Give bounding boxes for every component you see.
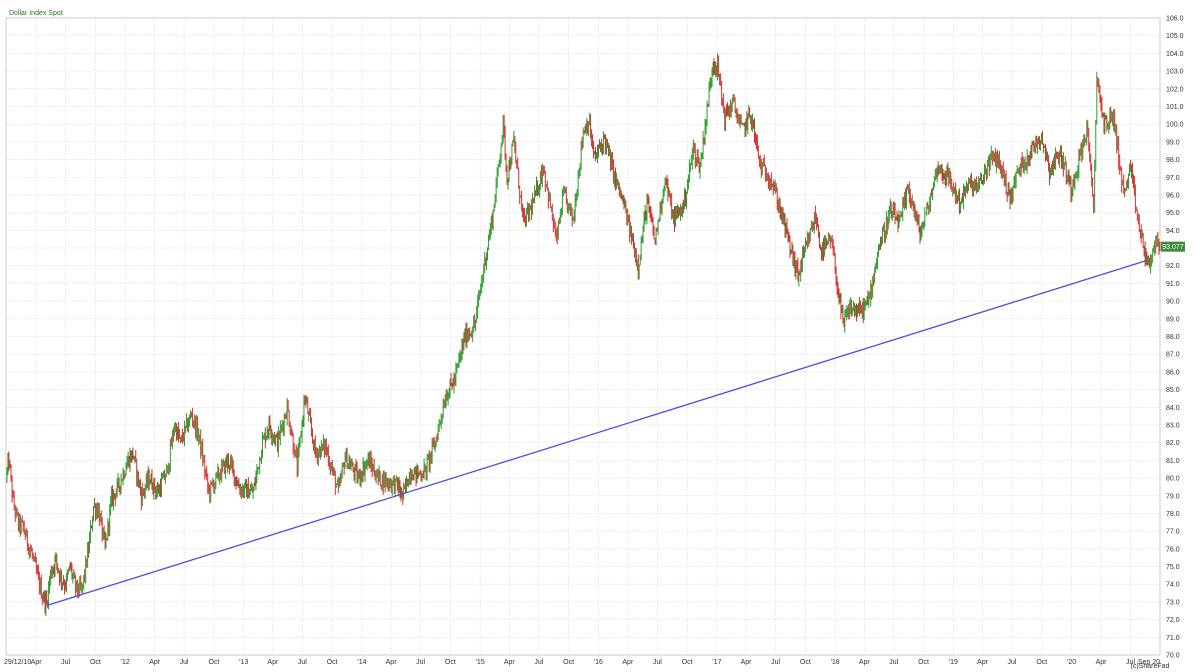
x-tick-label: Apr	[622, 659, 634, 666]
y-tick-label: 100.0	[1166, 122, 1184, 129]
y-tick-label: 98.0	[1166, 157, 1180, 164]
x-tick-label: Oct	[1036, 659, 1047, 666]
y-tick-label: 77.0	[1166, 529, 1180, 536]
trendline-layer	[46, 259, 1147, 607]
y-tick-label: 70.0	[1166, 653, 1180, 660]
x-tick-label: Apr	[1096, 659, 1108, 666]
x-tick-label: Jul	[416, 659, 425, 666]
y-tick-label: 87.0	[1166, 352, 1180, 359]
y-tick-label: 84.0	[1166, 405, 1180, 412]
x-tick-label: Apr	[149, 659, 161, 666]
y-tick-label: 88.0	[1166, 334, 1180, 341]
chart-credit: (c)ShareFad	[1131, 663, 1170, 670]
y-tick-label: 105.0	[1166, 33, 1184, 40]
y-tick-label: 101.0	[1166, 104, 1184, 111]
x-tick-label: Oct	[208, 659, 219, 666]
x-tick-label: Oct	[90, 659, 101, 666]
chart-title: Dollar Index Spot	[9, 10, 63, 17]
y-tick-label: 95.0	[1166, 210, 1180, 217]
y-tick-label: 103.0	[1166, 69, 1184, 76]
y-tick-label: 99.0	[1166, 139, 1180, 146]
x-tick-label: '14	[357, 659, 366, 666]
y-tick-label: 76.0	[1166, 546, 1180, 553]
y-tick-label: 102.0	[1166, 86, 1184, 93]
price-layer	[6, 53, 1161, 616]
x-tick-label: Apr	[386, 659, 398, 666]
x-tick-label: '18	[831, 659, 840, 666]
x-tick-label: '12	[121, 659, 130, 666]
grid-layer	[5, 17, 1161, 656]
y-tick-label: 75.0	[1166, 564, 1180, 571]
x-tick-label: '17	[712, 659, 721, 666]
x-tick-label: Apr	[267, 659, 279, 666]
y-tick-label: 104.0	[1166, 51, 1184, 58]
x-tick-label: Jul	[298, 659, 307, 666]
y-tick-label: 81.0	[1166, 458, 1180, 465]
y-tick-label: 94.0	[1166, 228, 1180, 235]
axis-layer: 70.0 71.0 72.0 73.0 74.0 75.0 76.0 77.0 78.0 79.0…	[4, 16, 1185, 666]
x-tick-label: Oct	[918, 659, 929, 666]
x-tick-label: Jul	[1008, 659, 1017, 666]
x-tick-label: Jul	[180, 659, 189, 666]
y-tick-label: 78.0	[1166, 511, 1180, 518]
y-tick-label: 79.0	[1166, 493, 1180, 500]
x-tick-label: Apr	[741, 659, 753, 666]
x-tick-label: Oct	[563, 659, 574, 666]
x-tick-label: Oct	[445, 659, 456, 666]
x-tick-label: Apr	[504, 659, 516, 666]
y-tick-label: 89.0	[1166, 316, 1180, 323]
x-tick-label: '15	[476, 659, 485, 666]
x-tick-label: Jul	[534, 659, 543, 666]
x-tick-label: Apr	[859, 659, 871, 666]
x-tick-label: '16	[594, 659, 603, 666]
x-tick-label: '19	[949, 659, 958, 666]
x-tick-label: '13	[239, 659, 248, 666]
y-tick-label: 106.0	[1166, 16, 1184, 23]
x-tick-label: Jul	[61, 659, 70, 666]
y-tick-label: 91.0	[1166, 281, 1180, 288]
last-value-badge	[1161, 241, 1185, 252]
x-tick-label: Apr	[31, 659, 43, 666]
x-tick-label: '20	[1067, 659, 1076, 666]
y-tick-label: 86.0	[1166, 369, 1180, 376]
x-tick-label: Sep 20	[1138, 659, 1160, 666]
y-tick-label: 72.0	[1166, 617, 1180, 624]
x-tick-label: Jul	[889, 659, 898, 666]
y-tick-label: 96.0	[1166, 192, 1180, 199]
x-tick-label: Jul	[653, 659, 662, 666]
y-tick-label: 82.0	[1166, 440, 1180, 447]
y-tick-label: 80.0	[1166, 476, 1180, 483]
y-tick-label: 71.0	[1166, 635, 1180, 642]
y-tick-label: 83.0	[1166, 422, 1180, 429]
x-tick-label: Oct	[682, 659, 693, 666]
x-tick-label: 29/12/10	[4, 659, 31, 666]
support-trendline	[46, 259, 1147, 607]
x-tick-label: Oct	[800, 659, 811, 666]
y-tick-label: 90.0	[1166, 299, 1180, 306]
x-tick-label: Apr	[977, 659, 989, 666]
x-tick-label: Jul	[771, 659, 780, 666]
y-tick-label: 74.0	[1166, 582, 1180, 589]
y-tick-label: 85.0	[1166, 387, 1180, 394]
y-tick-label: 73.0	[1166, 599, 1180, 606]
x-tick-label: Jul	[1126, 659, 1135, 666]
last-value-label: 93.077	[1162, 244, 1184, 251]
y-tick-label: 92.0	[1166, 263, 1180, 270]
y-tick-label: 97.0	[1166, 175, 1180, 182]
x-tick-label: Oct	[327, 659, 338, 666]
